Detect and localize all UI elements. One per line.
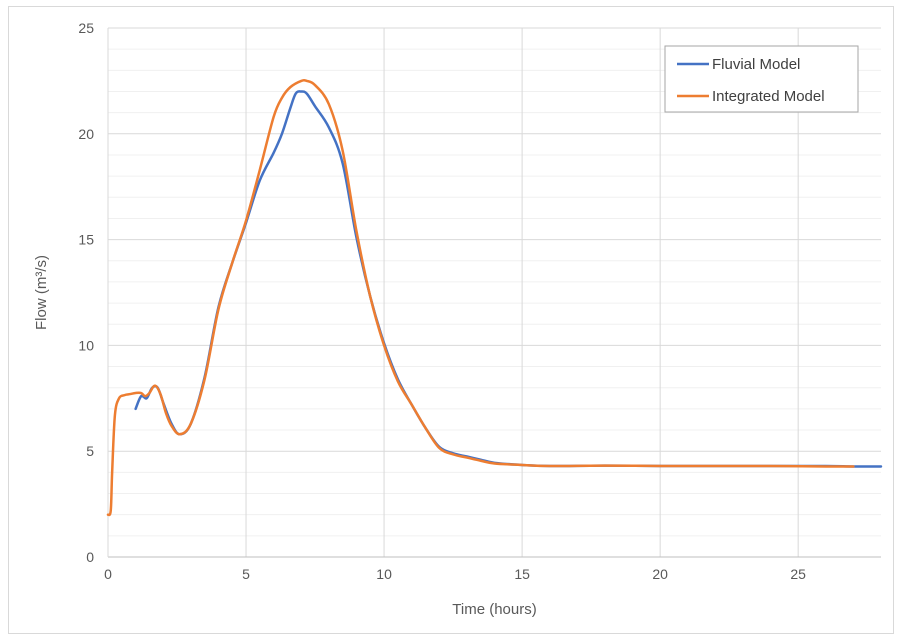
legend-box: [664, 45, 859, 113]
tick-labels: 0 5 10 15 20 25 0 5 10 15 20 25: [78, 20, 806, 582]
axes: [107, 28, 881, 558]
x-tick-label: 5: [242, 566, 250, 582]
x-tick-label: 20: [652, 566, 668, 582]
y-tick-label: 15: [78, 232, 94, 248]
x-tick-label: 10: [376, 566, 392, 582]
y-tick-label: 20: [78, 126, 94, 142]
series-line-fluvial: [134, 90, 883, 468]
y-tick-label: 5: [86, 443, 94, 459]
y-tick-label: 10: [78, 337, 94, 353]
x-tick-label: 0: [104, 566, 112, 582]
y-axis-title: Flow (m³/s): [33, 255, 50, 330]
legend: Fluvial Model Integrated Model: [664, 45, 859, 113]
x-tick-label: 25: [790, 566, 806, 582]
y-tick-label: 0: [86, 549, 94, 565]
series-layer: [106, 78, 883, 517]
grid-major-lines: [108, 27, 881, 557]
series-line-integrated: [106, 78, 855, 517]
legend-label-integrated: Integrated Model: [712, 88, 825, 105]
grid-minor-lines: [108, 48, 881, 537]
x-axis-title: Time (hours): [452, 601, 536, 618]
x-tick-label: 15: [514, 566, 530, 582]
legend-label-fluvial: Fluvial Model: [712, 56, 800, 73]
y-tick-label: 25: [78, 20, 94, 36]
